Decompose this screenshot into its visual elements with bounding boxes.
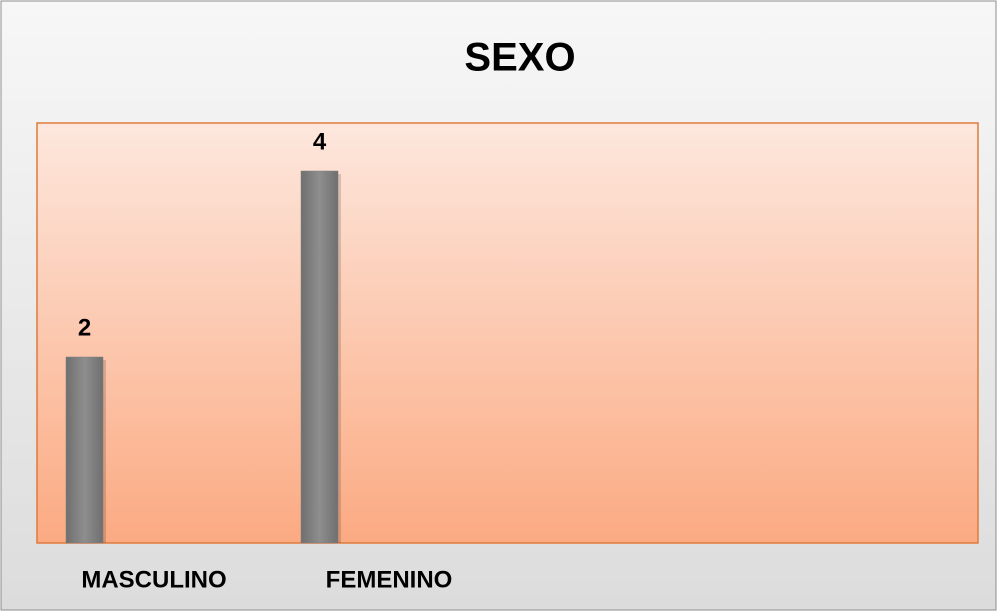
bar <box>65 356 104 544</box>
x-tick-label: MASCULINO <box>81 566 226 593</box>
x-tick-label: FEMENINO <box>326 566 453 593</box>
bar <box>300 170 339 544</box>
chart-title: SEXO <box>464 36 575 80</box>
value-label: 2 <box>78 314 91 341</box>
value-label: 4 <box>313 128 327 155</box>
plot-area <box>36 122 979 544</box>
